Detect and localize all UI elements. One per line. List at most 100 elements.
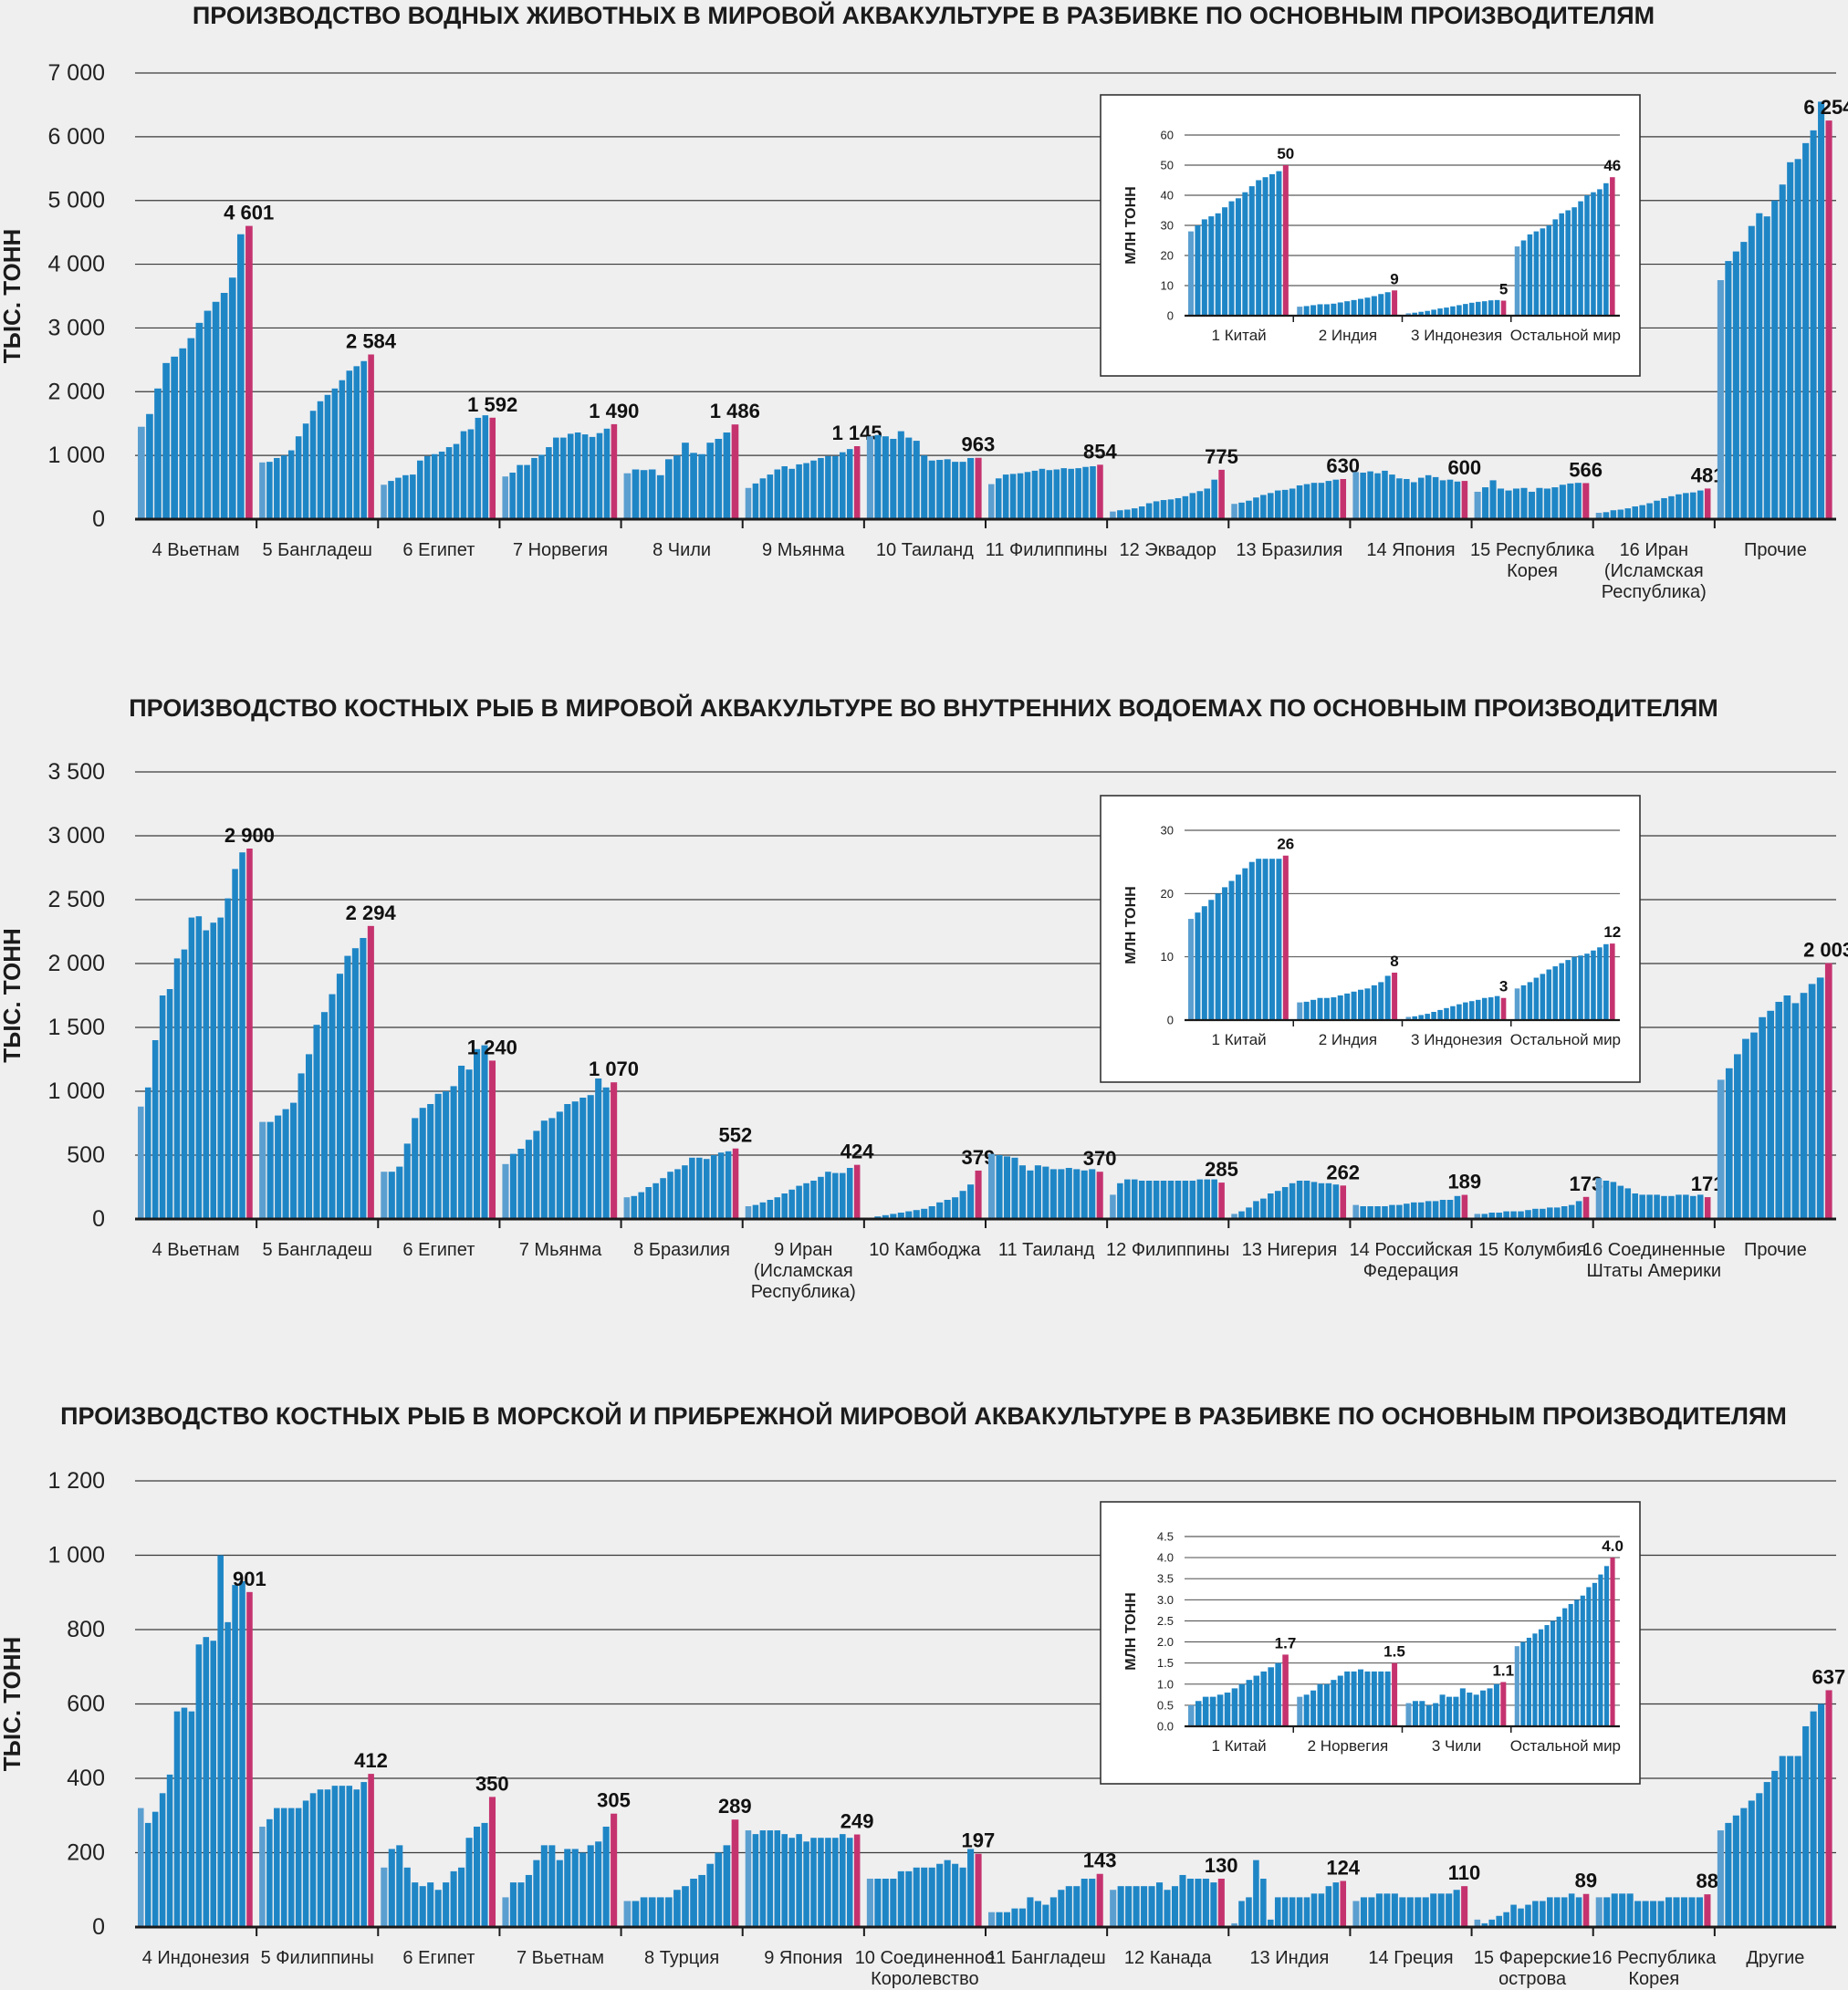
- main-bar: [1756, 1793, 1763, 1927]
- inset-bar: [1262, 859, 1269, 1020]
- main-category-label: 14 Российская Федерация: [1350, 1240, 1473, 1281]
- inset-bar: [1405, 313, 1412, 316]
- inset-bar: [1556, 1616, 1561, 1726]
- main-bar: [952, 1197, 959, 1219]
- inset-bar: [1446, 1696, 1453, 1726]
- inset-bar: [1603, 182, 1609, 316]
- main-bar: [232, 1585, 238, 1927]
- main-bar: [611, 1082, 618, 1219]
- main-bar: [1547, 1207, 1553, 1219]
- main-bar: [698, 1874, 705, 1927]
- main-bar: [995, 478, 1002, 519]
- main-bar: [259, 1121, 266, 1219]
- inset-bar: [1276, 171, 1282, 316]
- main-bar: [1218, 1183, 1225, 1219]
- main-bar: [1131, 508, 1138, 519]
- inset-bar: [1425, 310, 1430, 316]
- main-bar: [664, 459, 673, 519]
- main-bar: [502, 1897, 509, 1927]
- main-bar: [1253, 497, 1259, 519]
- inset-category-label: 3 Индонезия: [1411, 327, 1502, 344]
- main-value-label: 854: [1083, 440, 1117, 463]
- main-bar: [874, 1879, 882, 1927]
- main-bar: [1391, 1893, 1398, 1927]
- main-bar: [232, 869, 238, 1219]
- inset-bar: [1580, 1595, 1585, 1726]
- inset-value-label: 46: [1603, 157, 1621, 174]
- main-bar: [188, 917, 195, 1219]
- inset-bar: [1488, 300, 1494, 316]
- main-bar: [1042, 1166, 1049, 1219]
- main-bar: [1382, 1206, 1388, 1219]
- main-category-label: 11 Филиппины: [986, 540, 1108, 560]
- main-bar: [1787, 1756, 1794, 1927]
- main-bar: [1661, 497, 1667, 519]
- inset-bar: [1500, 1682, 1507, 1726]
- inset-category-label: 1 Китай: [1212, 1031, 1267, 1048]
- main-bar: [329, 994, 336, 1219]
- main-bar: [1289, 1897, 1296, 1927]
- main-bar: [796, 1185, 802, 1219]
- inset-bar: [1392, 290, 1398, 316]
- main-bar: [1148, 1886, 1155, 1927]
- main-bar: [1595, 1178, 1603, 1219]
- main-category-label-line: 6 Египет: [402, 1240, 475, 1260]
- main-bar: [1650, 1901, 1657, 1927]
- main-value-label: 1 490: [589, 400, 639, 422]
- main-bar: [403, 1867, 411, 1927]
- main-bar: [1446, 479, 1454, 519]
- main-bar: [788, 1189, 795, 1219]
- main-bar: [1073, 1169, 1081, 1219]
- main-bar: [245, 225, 253, 519]
- inset-bar: [1344, 301, 1351, 316]
- main-bar: [367, 925, 374, 1219]
- main-bar: [1528, 491, 1535, 519]
- chart-title: ПРОИЗВОДСТВО ВОДНЫХ ЖИВОТНЫХ В МИРОВОЙ А…: [193, 1, 1655, 29]
- main-category-label: 8 Турция: [644, 1948, 719, 1968]
- y-axis-label: ТЫС. ТОНН: [0, 928, 26, 1063]
- inset-bar: [1603, 1566, 1610, 1726]
- inset-bar: [1527, 234, 1533, 316]
- inset-bar: [1303, 1001, 1310, 1020]
- main-bar: [368, 354, 374, 519]
- inset-bar: [1248, 186, 1255, 316]
- inset-bar: [1412, 1016, 1417, 1020]
- main-bar: [381, 1172, 388, 1219]
- main-value-label: 637: [1812, 1665, 1846, 1688]
- inset-bar: [1392, 1662, 1398, 1726]
- main-category-label: 9 Иран (Исламская Республика): [751, 1240, 856, 1302]
- main-bar: [1688, 1897, 1696, 1927]
- main-bar: [1611, 1893, 1618, 1927]
- main-category-label-line: Корея: [1628, 1969, 1679, 1989]
- main-category-label: 4 Вьетнам: [152, 1240, 240, 1260]
- main-bar: [465, 1069, 473, 1219]
- main-bar: [1800, 993, 1808, 1219]
- inset-bar: [1276, 859, 1282, 1020]
- inset-bar: [1351, 991, 1357, 1020]
- inset-bar: [1358, 1669, 1364, 1726]
- main-bar: [921, 1867, 928, 1927]
- main-bar: [767, 1830, 774, 1927]
- main-bar: [1318, 1183, 1325, 1219]
- main-category-label: 5 Филиппины: [261, 1948, 374, 1968]
- main-value-label: 424: [840, 1141, 874, 1163]
- main-bar: [1260, 495, 1267, 519]
- inset-y-tick-label: 20: [1161, 887, 1174, 901]
- main-bar: [274, 1808, 280, 1927]
- main-bar: [1325, 481, 1332, 519]
- main-value-label: 197: [962, 1829, 996, 1852]
- main-bar: [882, 1214, 889, 1219]
- main-bar: [166, 1774, 173, 1927]
- main-bar: [1246, 500, 1252, 519]
- main-value-label: 963: [962, 433, 996, 456]
- main-bar: [1175, 497, 1182, 519]
- inset-bar: [1439, 1694, 1446, 1726]
- main-bar: [1474, 1919, 1481, 1927]
- main-bar: [195, 1644, 203, 1927]
- y-tick-label: 400: [67, 1766, 105, 1791]
- inset-bar: [1514, 1646, 1519, 1726]
- inset-bar: [1358, 298, 1364, 316]
- main-bar: [759, 1202, 767, 1219]
- main-bar: [936, 1863, 944, 1927]
- main-bar: [1367, 471, 1373, 519]
